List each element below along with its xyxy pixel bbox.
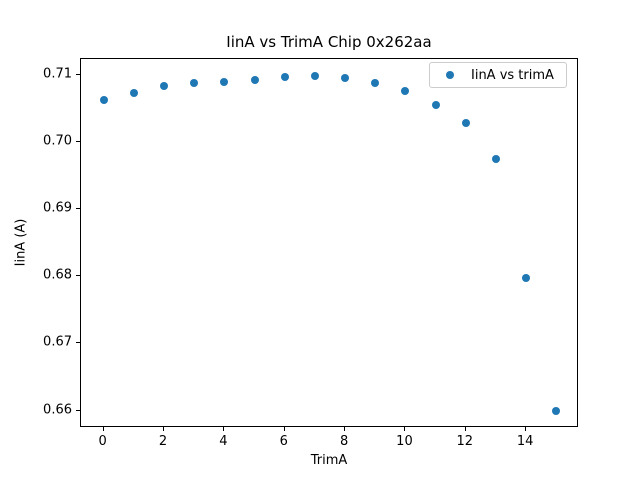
scatter-point	[522, 274, 531, 283]
scatter-point	[341, 73, 350, 82]
x-tick-mark	[163, 427, 164, 431]
scatter-point	[552, 407, 561, 416]
y-tick-label: 0.71	[43, 66, 72, 82]
scatter-point	[220, 77, 229, 86]
x-tick-label: 12	[456, 434, 474, 449]
y-tick-label: 0.68	[43, 267, 72, 283]
x-tick-mark	[404, 427, 406, 431]
x-tick-label: 0	[98, 434, 107, 449]
x-tick-label: 10	[396, 434, 413, 449]
y-tick-label: 0.66	[43, 402, 72, 418]
x-tick-label: 4	[219, 434, 228, 449]
y-tick-label: 0.70	[43, 133, 72, 149]
x-tick-mark	[525, 427, 527, 431]
scatter-point	[190, 79, 199, 88]
legend-marker-icon	[446, 71, 454, 79]
x-tick-label: 8	[339, 434, 349, 449]
x-tick-mark	[102, 427, 104, 431]
legend-label: IinA vs trimA	[471, 67, 554, 83]
x-tick-mark	[223, 427, 225, 431]
x-tick-label: 2	[158, 434, 168, 449]
scatter-point	[250, 75, 259, 84]
y-tick-mark	[76, 409, 80, 411]
x-tick-label: 6	[279, 434, 288, 449]
x-tick-mark	[464, 427, 466, 431]
y-tick-label: 0.67	[43, 334, 72, 350]
x-axis-label: TrimA	[310, 453, 348, 468]
plot-area	[80, 58, 578, 427]
x-tick-mark	[283, 427, 285, 431]
scatter-point	[431, 101, 440, 110]
x-tick-label: 14	[516, 434, 534, 449]
y-axis-label: IinA (A)	[13, 218, 29, 267]
y-tick-mark	[76, 74, 80, 76]
y-tick-mark	[76, 208, 80, 210]
y-tick-mark	[76, 275, 80, 277]
scatter-point	[280, 73, 289, 82]
y-tick-mark	[76, 342, 80, 344]
y-tick-label: 0.69	[43, 200, 72, 216]
scatter-point	[371, 79, 380, 88]
scatter-point	[160, 81, 168, 90]
x-tick-mark	[344, 427, 346, 431]
scatter-point	[401, 87, 410, 96]
scatter-point	[492, 154, 500, 163]
scatter-point	[461, 118, 470, 127]
scatter-point	[99, 95, 108, 104]
chart-title: IinA vs TrimA Chip 0x262aa	[226, 33, 432, 51]
scatter-point	[129, 88, 138, 97]
legend: IinA vs trimA	[429, 62, 567, 88]
y-tick-mark	[76, 141, 80, 143]
scatter-point	[310, 71, 319, 80]
